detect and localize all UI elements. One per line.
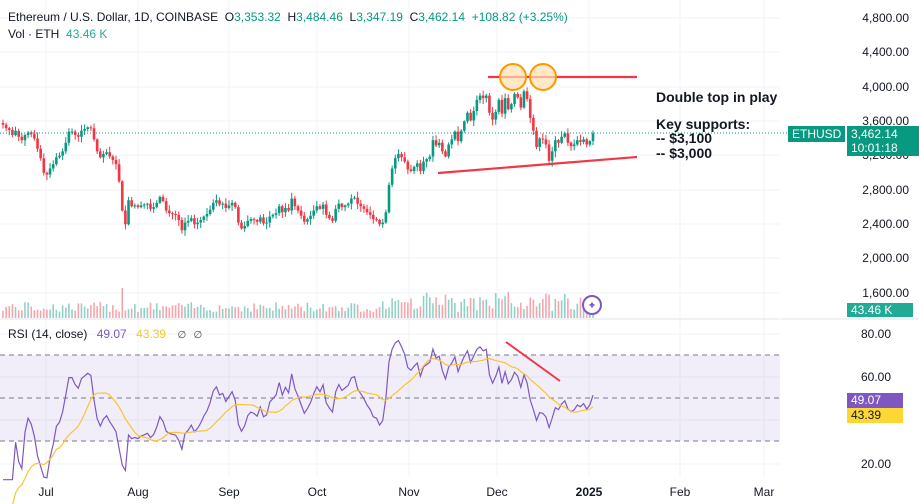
rsi-ma-value: 43.39: [136, 327, 167, 341]
annotation-support-1[interactable]: -- $3,100: [656, 130, 713, 146]
price-axis-label: 2,000.00: [862, 251, 909, 265]
time-axis-label: 2025: [575, 485, 603, 499]
sparkle-icon[interactable]: ✦: [582, 295, 602, 315]
hidden-value-icon: ∅: [193, 330, 203, 341]
last-price-tag: 3,462.14 10:01:18: [847, 126, 919, 156]
open-value: 3,353.32: [234, 10, 281, 24]
close-value: 3,462.14: [418, 10, 466, 24]
price-axis-label: 4,000.00: [862, 80, 909, 94]
price-axis-label: 3,600.00: [862, 114, 909, 128]
high-value: 3,484.46: [296, 10, 343, 24]
change-value: +108.82 (+3.25%): [471, 10, 568, 24]
low-value: 3,347.19: [356, 10, 403, 24]
rsi-ma-tag: 43.39: [847, 408, 903, 423]
time-axis-label: Feb: [669, 485, 691, 499]
symbol-title[interactable]: Ethereum / U.S. Dollar, 1D, COINBASE: [8, 10, 219, 24]
rsi-axis-label: 60.00: [860, 370, 891, 384]
rsi-value: 49.07: [96, 327, 127, 341]
price-axis-label: 2,800.00: [862, 183, 909, 197]
rsi-legend: RSI (14, close) 49.07 43.39 ∅ ∅: [8, 327, 202, 341]
price-axis-label: 2,400.00: [862, 217, 909, 231]
price-axis-label: 4,800.00: [862, 11, 909, 25]
annotation-supports-title[interactable]: Key supports:: [656, 116, 751, 132]
symbol-legend: Ethereum / U.S. Dollar, 1D, COINBASE O3,…: [8, 9, 568, 43]
rsi-axis-label: 80.00: [860, 327, 891, 341]
rsi-axis-label: 20.00: [860, 457, 891, 471]
symbol-tag: ETHUSD: [788, 126, 846, 142]
volume-tag: 43.46 K: [847, 303, 913, 317]
time-axis-label: Oct: [307, 485, 327, 499]
time-axis-label: Aug: [127, 485, 149, 499]
annotation-double-top[interactable]: Double top in play: [656, 89, 778, 105]
time-axis-label: Mar: [753, 485, 775, 499]
time-axis-label: Dec: [486, 485, 508, 499]
time-axis-label: Nov: [398, 485, 420, 499]
annotation-support-2[interactable]: -- $3,000: [656, 145, 713, 161]
bar-countdown: 10:01:18: [851, 141, 898, 155]
hidden-value-icon: ∅: [177, 330, 187, 341]
price-axis-label: 1,600.00: [862, 286, 909, 300]
time-axis-label: Jul: [38, 485, 54, 499]
volume-value: 43.46 K: [66, 27, 108, 41]
time-axis-label: Sep: [218, 485, 240, 499]
rsi-label[interactable]: RSI (14, close): [8, 327, 88, 341]
volume-label[interactable]: Vol · ETH: [8, 27, 60, 41]
rsi-tag: 49.07: [847, 393, 903, 408]
open-label: O: [224, 10, 235, 24]
high-label: H: [287, 10, 297, 24]
low-label: L: [349, 10, 357, 24]
price-axis-label: 4,400.00: [862, 45, 909, 59]
close-label: C: [409, 10, 419, 24]
last-price: 3,462.14: [851, 127, 898, 141]
